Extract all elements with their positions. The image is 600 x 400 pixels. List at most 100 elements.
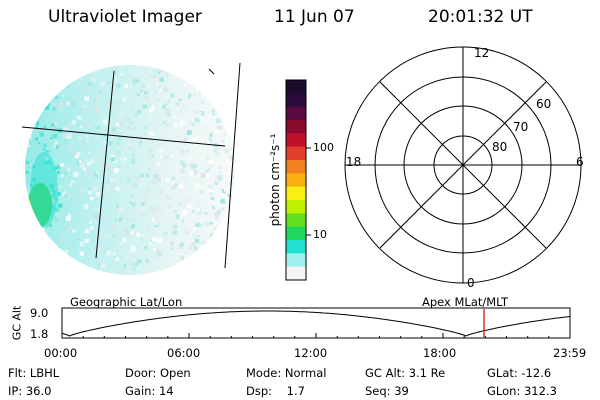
image-pixel [137,93,140,96]
image-pixel [68,153,72,158]
image-pixel [26,170,29,174]
image-pixel [149,104,152,107]
image-pixel [140,212,145,217]
status-glat: GLat: -12.6 [487,366,552,380]
image-pixel [223,148,227,151]
image-pixel [174,225,178,229]
image-pixel [156,98,160,103]
image-pixel [80,193,83,196]
image-pixel [178,118,181,121]
image-pixel [202,240,207,246]
image-pixel [198,179,203,185]
image-pixel [164,87,169,92]
image-pixel [138,141,143,147]
image-pixel [189,171,194,176]
image-pixel [63,138,69,144]
time-tick-2359: 23:59 [553,346,587,360]
status-gain: Gain: 14 [125,384,174,398]
image-pixel [116,205,119,208]
image-pixel [187,203,192,208]
image-pixel [171,203,177,209]
image-pixel [65,124,70,129]
image-pixel [187,185,192,191]
image-pixel [79,241,84,246]
image-pixel [142,104,147,109]
image-pixel [131,81,136,87]
colorbar-cell [286,213,306,228]
image-pixel [88,173,93,178]
image-pixel [171,225,176,229]
image-pixel [225,149,229,154]
image-pixel [118,217,123,222]
image-pixel [165,72,170,78]
image-pixel [98,243,102,248]
image-pixel [193,93,196,96]
image-pixel [132,127,136,131]
colorbar-cell [286,93,306,108]
image-pixel [209,138,212,141]
image-pixel [67,133,71,137]
colorbar-cell [286,120,306,134]
image-pixel [61,174,64,177]
image-pixel [219,166,222,169]
image-pixel [157,206,161,210]
image-pixel [120,73,123,76]
colorbar-cell [286,226,306,241]
image-pixel [167,100,170,103]
image-pixel [77,238,80,241]
geographic-latlon-label: Geographic Lat/Lon [70,295,183,309]
image-pixel [207,167,211,171]
image-pixel [129,261,134,266]
status-door: Door: Open [125,366,191,380]
image-pixel [93,247,97,251]
image-pixel [61,95,64,98]
image-pixel [233,154,235,160]
image-pixel [136,243,138,246]
mlat-label-70: 70 [513,120,529,134]
image-pixel [62,134,67,139]
image-pixel [141,145,145,149]
image-pixel [186,198,190,201]
image-pixel [64,244,68,249]
image-pixel [55,95,59,99]
image-pixel [198,211,202,215]
image-pixel [157,249,162,254]
image-pixel [217,175,223,181]
image-pixel [171,175,176,180]
image-pixel [85,95,88,98]
image-pixel [144,69,148,73]
image-pixel [76,152,81,156]
image-pixel [188,93,192,97]
image-pixel [126,274,130,275]
image-pixel [123,157,127,161]
image-pixel [148,247,151,250]
image-pixel [91,77,96,82]
image-pixel [224,196,230,202]
colorbar-cell [286,266,306,281]
image-pixel [157,253,162,258]
image-pixel [150,105,155,110]
image-pixel [59,237,63,242]
image-pixel [154,91,157,94]
image-pixel [128,146,132,150]
image-pixel [211,191,215,195]
image-pixel [193,228,196,231]
image-pixel [96,98,100,101]
image-pixel [71,120,76,125]
image-pixel [184,179,187,182]
image-pixel [196,207,201,212]
image-pixel [66,193,71,198]
image-pixel [110,187,113,190]
gc-alt-tick-1-8: 1.8 [30,327,49,341]
image-pixel [140,90,143,93]
image-pixel [177,135,180,138]
image-pixel [39,132,44,137]
image-pixel [142,204,145,208]
image-pixel [163,231,168,236]
image-pixel [168,205,171,208]
image-pixel [51,123,55,127]
image-pixel [178,203,181,206]
image-pixel [209,133,213,137]
status-dsp: Dsp: 1.7 [246,384,305,398]
observation-time: 20:01:32 UT [428,7,533,27]
